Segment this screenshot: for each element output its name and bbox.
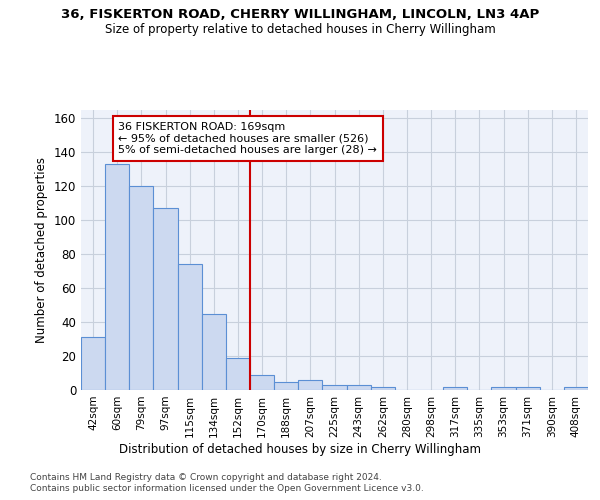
Bar <box>371 386 395 390</box>
Bar <box>154 208 178 390</box>
Text: 36, FISKERTON ROAD, CHERRY WILLINGHAM, LINCOLN, LN3 4AP: 36, FISKERTON ROAD, CHERRY WILLINGHAM, L… <box>61 8 539 20</box>
Bar <box>129 186 154 390</box>
Bar <box>515 386 540 390</box>
Bar <box>322 385 347 390</box>
Bar <box>564 386 588 390</box>
Bar <box>178 264 202 390</box>
Bar <box>443 386 467 390</box>
Bar <box>491 386 515 390</box>
Bar <box>226 358 250 390</box>
Text: Contains public sector information licensed under the Open Government Licence v3: Contains public sector information licen… <box>30 484 424 493</box>
Text: Size of property relative to detached houses in Cherry Willingham: Size of property relative to detached ho… <box>104 22 496 36</box>
Text: Distribution of detached houses by size in Cherry Willingham: Distribution of detached houses by size … <box>119 442 481 456</box>
Text: 36 FISKERTON ROAD: 169sqm
← 95% of detached houses are smaller (526)
5% of semi-: 36 FISKERTON ROAD: 169sqm ← 95% of detac… <box>118 122 377 155</box>
Bar <box>347 385 371 390</box>
Bar <box>298 380 322 390</box>
Text: Contains HM Land Registry data © Crown copyright and database right 2024.: Contains HM Land Registry data © Crown c… <box>30 472 382 482</box>
Bar <box>105 164 129 390</box>
Bar <box>250 374 274 390</box>
Bar <box>81 338 105 390</box>
Y-axis label: Number of detached properties: Number of detached properties <box>35 157 48 343</box>
Bar <box>274 382 298 390</box>
Bar <box>202 314 226 390</box>
